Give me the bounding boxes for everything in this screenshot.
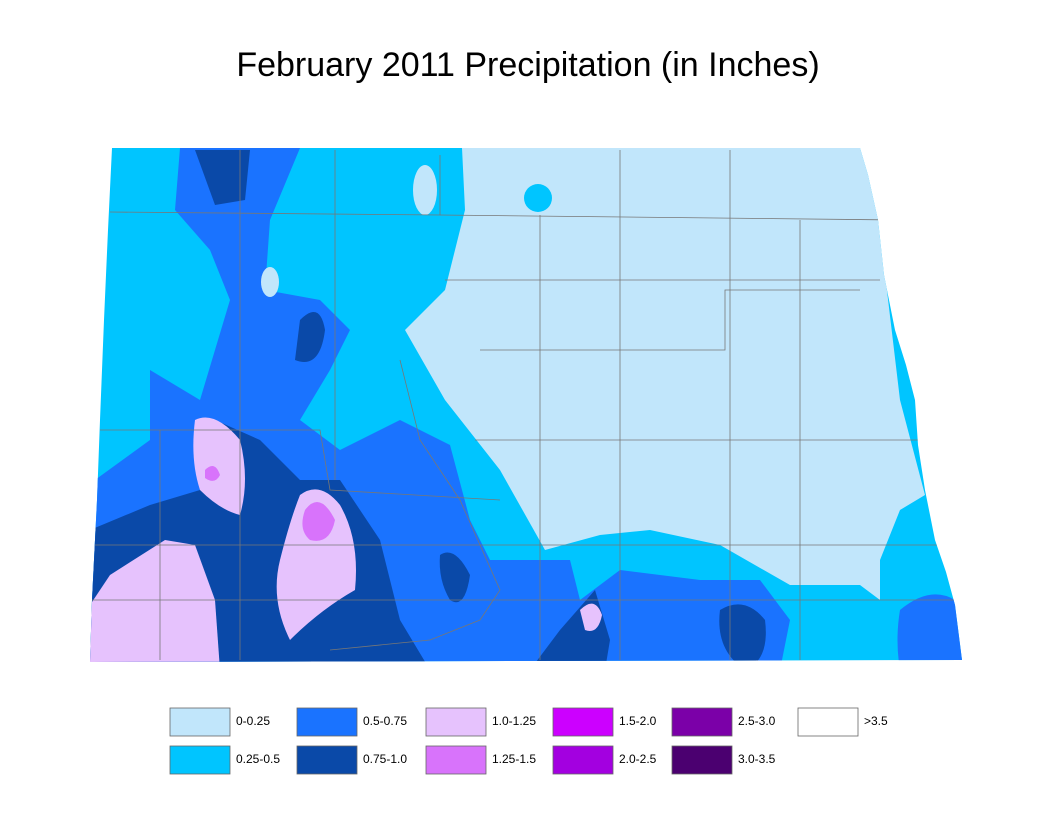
precip-map (90, 148, 962, 662)
legend-label: 0.5-0.75 (363, 714, 407, 728)
legend-swatch (797, 707, 859, 737)
legend-swatch (425, 745, 487, 775)
legend-label: 1.5-2.0 (619, 714, 657, 728)
legend-label: 2.5-3.0 (738, 714, 776, 728)
legend-swatch (296, 745, 358, 775)
legend-label: 0.75-1.0 (363, 752, 407, 766)
legend-swatch (671, 745, 733, 775)
legend-label: >3.5 (864, 714, 888, 728)
legend: 0-0.25 0.25-0.5 0.5-0.75 0.75-1.0 1.0-1.25 1.… (169, 707, 888, 775)
legend-label: 0.25-0.5 (236, 752, 280, 766)
legend-label: 2.0-2.5 (619, 752, 657, 766)
legend-label: 1.25-1.5 (492, 752, 536, 766)
legend-swatch (169, 707, 231, 737)
legend-label: 0-0.25 (236, 714, 270, 728)
map-title: February 2011 Precipitation (in Inches) (236, 46, 819, 84)
legend-label: 3.0-3.5 (738, 752, 776, 766)
legend-swatch (425, 707, 487, 737)
legend-swatch (552, 745, 614, 775)
legend-label: 1.0-1.25 (492, 714, 536, 728)
legend-swatch (296, 707, 358, 737)
legend-swatch (671, 707, 733, 737)
legend-swatch (169, 745, 231, 775)
legend-swatch (552, 707, 614, 737)
